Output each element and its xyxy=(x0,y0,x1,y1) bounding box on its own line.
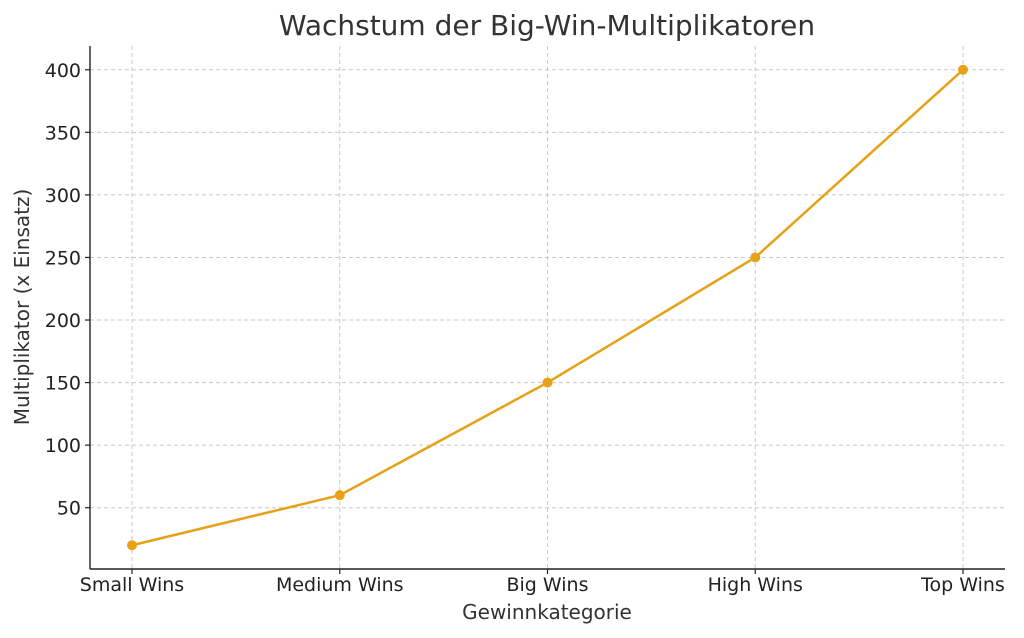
chart-title: Wachstum der Big-Win-Multiplikatoren xyxy=(279,9,815,42)
x-tick-label: Big Wins xyxy=(506,574,588,596)
data-point xyxy=(958,64,968,75)
y-axis-ticks: 50 100 150 200 250 300 350 400 xyxy=(45,60,90,520)
y-tick-label: 100 xyxy=(45,435,81,457)
grid xyxy=(90,46,1005,569)
y-tick-label: 150 xyxy=(45,373,81,395)
data-point xyxy=(127,540,137,551)
data-point xyxy=(334,490,345,501)
y-tick-label: 50 xyxy=(57,498,81,520)
series-layer xyxy=(127,64,968,551)
x-axis-ticks: Small Wins Medium Wins Big Wins High Wins To… xyxy=(80,569,1005,596)
y-tick-label: 250 xyxy=(45,247,81,269)
data-point xyxy=(750,252,761,263)
x-tick-label: Medium Wins xyxy=(276,574,404,596)
y-tick-label: 400 xyxy=(45,60,81,82)
x-axis-label: Gewinnkategorie xyxy=(462,600,632,624)
x-tick-label: High Wins xyxy=(708,574,803,596)
y-tick-label: 300 xyxy=(45,185,81,207)
x-tick-label: Top Wins xyxy=(920,574,1005,596)
y-tick-label: 200 xyxy=(45,310,81,332)
data-point xyxy=(542,377,553,388)
y-axis-label: Multiplikator (x Einsatz) xyxy=(10,189,34,426)
y-tick-label: 350 xyxy=(45,122,81,144)
x-tick-label: Small Wins xyxy=(80,574,184,596)
